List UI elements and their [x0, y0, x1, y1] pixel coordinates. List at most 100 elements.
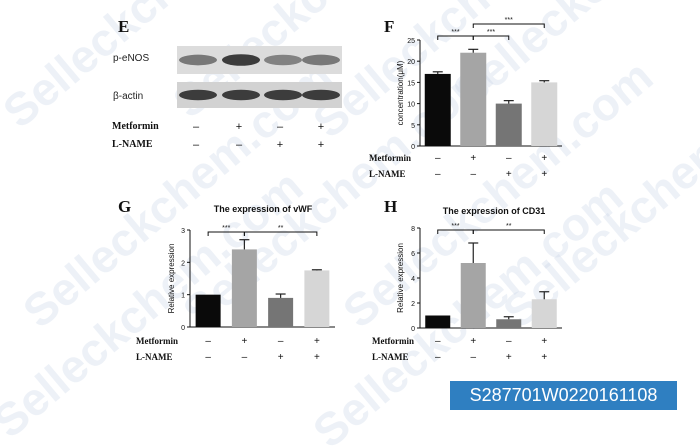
significance-label: ***	[222, 225, 230, 232]
e-sign-metformin: +	[236, 121, 242, 133]
sign-metformin: –	[506, 336, 512, 347]
sign-lname: +	[314, 352, 320, 363]
blot-bands	[179, 54, 340, 101]
significance-label: **	[506, 223, 512, 230]
y-tick-label: 15	[407, 80, 415, 87]
sign-lname: +	[541, 169, 547, 180]
row-label-lname: L-NAME	[136, 352, 173, 362]
y-tick-label: 0	[181, 325, 185, 332]
panel-h-letter: H	[384, 197, 397, 216]
sign-metformin: –	[506, 153, 512, 164]
y-tick-label: 3	[181, 228, 185, 235]
e-sign-metformin: –	[193, 121, 200, 133]
catalog-id-badge: S287701W0220161108	[450, 381, 677, 410]
chart-g: The expression of vWF Relative expression…	[136, 204, 335, 363]
sign-metformin: +	[314, 336, 320, 347]
blot-band	[222, 89, 260, 101]
bar	[231, 249, 257, 327]
y-tick-label: 2	[181, 260, 185, 267]
significance-bracket	[472, 35, 510, 40]
blot-band	[264, 54, 302, 66]
panel-g-letter: G	[118, 197, 131, 216]
sign-lname: –	[242, 352, 248, 363]
blot-band	[302, 54, 340, 66]
y-tick-label: 4	[411, 276, 415, 283]
chart-title: The expression of vWF	[214, 204, 313, 214]
sign-lname: +	[278, 352, 284, 363]
significance-label: ***	[487, 29, 495, 36]
sign-lname: +	[506, 352, 512, 363]
e-sign-lname: –	[193, 139, 200, 151]
y-tick-label: 5	[411, 123, 415, 130]
y-tick-label: 10	[407, 102, 415, 109]
e-sign-lname: +	[277, 139, 283, 151]
sign-lname: +	[506, 169, 512, 180]
row-label-metformin: Metformin	[136, 336, 178, 346]
y-tick-label: 6	[411, 251, 415, 258]
panel-f-letter: F	[384, 17, 394, 36]
y-tick-label: 0	[411, 144, 415, 151]
sign-lname: –	[205, 352, 211, 363]
sign-lname: –	[470, 169, 476, 180]
bar	[460, 52, 487, 146]
bar	[268, 297, 294, 327]
panel-e: E p-eNOS β-actin Metformin L-NAME – + – +– –…	[112, 17, 342, 151]
blot-band	[179, 54, 217, 66]
sign-metformin: +	[541, 153, 547, 164]
chart-h: The expression of CD31 Relative expressio…	[372, 206, 562, 363]
blot-label-p-enos: p-eNOS	[113, 53, 149, 64]
e-sign-metformin: –	[277, 121, 284, 133]
e-sign-lname: +	[318, 139, 324, 151]
sign-metformin: –	[278, 336, 284, 347]
significance-bracket	[243, 231, 318, 236]
sign-lname: –	[435, 169, 441, 180]
e-row-label-metformin: Metformin	[112, 121, 159, 132]
significance-bracket	[472, 229, 545, 234]
y-tick-label: 25	[407, 38, 415, 45]
sign-lname: –	[435, 352, 441, 363]
blot-label-beta-actin: β-actin	[113, 91, 143, 102]
sign-lname: +	[541, 352, 547, 363]
bar	[531, 82, 558, 146]
bar	[304, 270, 330, 327]
bar	[531, 299, 557, 328]
blot-band	[179, 89, 217, 101]
sign-metformin: +	[470, 336, 476, 347]
sign-metformin: –	[205, 336, 211, 347]
y-axis-label: Relative expression	[396, 243, 405, 313]
y-tick-label: 0	[411, 326, 415, 333]
row-label-lname: L-NAME	[372, 352, 409, 362]
blot-band	[264, 89, 302, 101]
row-label-metformin: Metformin	[369, 153, 411, 163]
bar	[495, 103, 522, 146]
sign-lname: –	[470, 352, 476, 363]
e-row-label-lname: L-NAME	[112, 139, 153, 150]
significance-label: ***	[451, 223, 459, 230]
row-label-metformin: Metformin	[372, 336, 414, 346]
e-sign-metformin: +	[318, 121, 324, 133]
sign-metformin: +	[541, 336, 547, 347]
significance-bracket	[472, 23, 545, 28]
sign-metformin: –	[435, 153, 441, 164]
blot-band	[302, 89, 340, 101]
sign-metformin: +	[241, 336, 247, 347]
bar	[460, 263, 486, 328]
panel-e-letter: E	[118, 17, 129, 36]
y-tick-label: 8	[411, 226, 415, 233]
significance-label: ***	[451, 29, 459, 36]
y-tick-label: 2	[411, 301, 415, 308]
y-tick-label: 1	[181, 293, 185, 300]
sign-metformin: +	[470, 153, 476, 164]
chart-title: The expression of CD31	[443, 206, 546, 216]
e-treatment-signs: – + – + – – + +	[193, 121, 324, 151]
e-sign-lname: –	[236, 139, 243, 151]
blot-band	[222, 54, 260, 66]
bar	[425, 315, 451, 328]
significance-label: ***	[505, 17, 513, 24]
bar	[195, 294, 221, 327]
bar	[424, 73, 451, 146]
sign-metformin: –	[435, 336, 441, 347]
y-axis-label: Relative expression	[167, 244, 176, 314]
row-label-lname: L-NAME	[369, 169, 406, 179]
